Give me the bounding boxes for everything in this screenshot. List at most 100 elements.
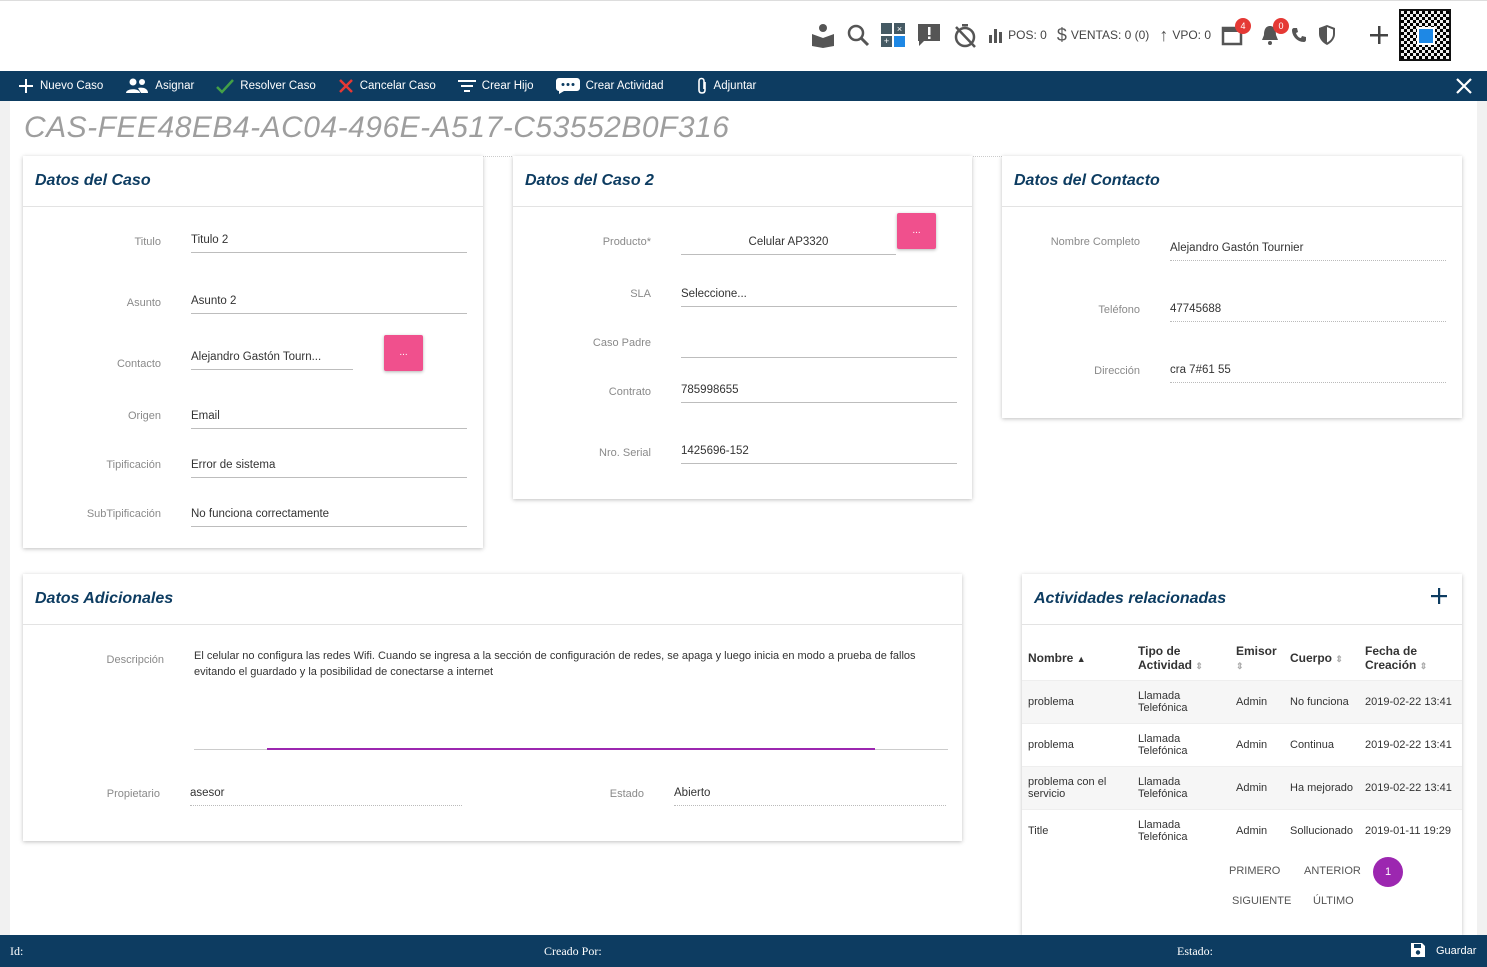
footer-estado-label: Estado:: [1177, 944, 1213, 958]
estado-label: Estado: [609, 788, 644, 800]
close-icon[interactable]: [1455, 77, 1473, 98]
sort-asc-icon: ▲: [1076, 654, 1086, 664]
cell-tipo: Llamada Telefónica: [1132, 680, 1230, 724]
pager-page-current[interactable]: 1: [1373, 857, 1403, 887]
caso-padre-label: Caso Padre: [592, 337, 651, 349]
nuevo-caso-button[interactable]: Nuevo Caso: [18, 78, 103, 94]
crear-hijo-button[interactable]: Crear Hijo: [457, 79, 534, 93]
cell-tipo: Llamada Telefónica: [1132, 766, 1230, 810]
titulo-field[interactable]: Titulo 2: [191, 234, 467, 253]
cell-cuerpo: No funciona: [1284, 680, 1359, 724]
action-bar: Nuevo Caso Asignar Resolver Caso Cancela…: [0, 71, 1487, 101]
cell-nombre: problema: [1022, 723, 1132, 767]
main-content: CAS-FEE48EB4-AC04-496E-A517-C53552B0F316…: [10, 101, 1477, 935]
direccion-label: Dirección: [1094, 365, 1140, 377]
cancelar-caso-button[interactable]: Cancelar Caso: [338, 78, 436, 94]
contrato-field[interactable]: 785998655: [681, 384, 957, 403]
pager-anterior[interactable]: ANTERIOR: [1304, 865, 1361, 877]
actividades-title: Actividades relacionadas: [1022, 574, 1462, 625]
cell-emisor: Admin: [1230, 766, 1284, 810]
sla-select[interactable]: Seleccione...: [681, 288, 957, 307]
datos-adicionales-card: Datos Adicionales Descripción El celular…: [23, 574, 962, 841]
datos-caso-title: Datos del Caso: [23, 156, 483, 207]
check-icon: [216, 79, 235, 94]
pager-siguiente[interactable]: SIGUIENTE: [1232, 895, 1292, 907]
descripcion-textarea[interactable]: El celular no configura las redes Wifi. …: [194, 650, 916, 678]
calendar-badge: 4: [1235, 18, 1251, 34]
col-nombre[interactable]: Nombre ▲: [1028, 651, 1086, 665]
svg-text:+: +: [884, 36, 889, 46]
pager-primero[interactable]: PRIMERO: [1229, 865, 1281, 877]
datos-adicionales-title: Datos Adicionales: [23, 574, 962, 625]
cell-cuerpo: Sollucionado: [1284, 809, 1359, 852]
resolver-caso-label: Resolver Caso: [240, 80, 316, 92]
cell-fecha: 2019-02-22 13:41: [1359, 723, 1462, 767]
contacto-label: Contacto: [116, 358, 161, 370]
calendar-icon[interactable]: 4: [1221, 18, 1251, 46]
producto-lookup-button[interactable]: ...: [897, 213, 936, 249]
estado-value: Abierto: [674, 787, 946, 806]
datos-caso2-card: Datos del Caso 2 Producto* Celular AP332…: [513, 156, 972, 499]
sort-lines-icon: [457, 80, 476, 92]
producto-field[interactable]: Celular AP3320: [681, 236, 896, 255]
add-icon[interactable]: [1369, 25, 1389, 45]
pager-ultimo[interactable]: ÚLTIMO: [1313, 895, 1354, 907]
arrow-up-icon: ↑: [1159, 24, 1169, 45]
tipificacion-field[interactable]: Error de sistema: [191, 459, 467, 478]
propietario-label: Propietario: [106, 788, 160, 800]
origen-field[interactable]: Email: [191, 410, 467, 429]
col-cuerpo[interactable]: Cuerpo ⇕: [1290, 651, 1343, 665]
search-icon[interactable]: [846, 23, 870, 47]
telefono-label: Teléfono: [1098, 304, 1140, 316]
producto-label: Producto*: [602, 236, 651, 248]
table-row[interactable]: problema Llamada Telefónica Admin No fun…: [1022, 680, 1462, 724]
table-row[interactable]: problema Llamada Telefónica Admin Contin…: [1022, 723, 1462, 767]
pos-label: POS: 0: [1008, 28, 1047, 42]
alert-message-icon[interactable]: [916, 22, 942, 48]
asunto-field[interactable]: Asunto 2: [191, 295, 467, 314]
nombre-completo-value: Alejandro Gastón Tournier: [1170, 242, 1446, 261]
propietario-value: asesor: [190, 787, 462, 806]
contacto-lookup-button[interactable]: ...: [384, 335, 423, 371]
datos-contacto-card: Datos del Contacto Nombre Completo Aleja…: [1002, 156, 1462, 418]
qr-code-icon[interactable]: [1399, 9, 1451, 61]
phone-icon[interactable]: [1291, 27, 1307, 43]
guardar-button[interactable]: Guardar: [1436, 945, 1477, 957]
sla-label: SLA: [630, 288, 651, 300]
adjuntar-button[interactable]: Adjuntar: [696, 77, 756, 95]
resolver-caso-button[interactable]: Resolver Caso: [216, 78, 316, 94]
contacto-field[interactable]: Alejandro Gastón Tourn...: [191, 351, 353, 370]
cell-fecha: 2019-02-22 13:41: [1359, 680, 1462, 724]
table-row[interactable]: problema con el servicio Llamada Telefón…: [1022, 766, 1462, 810]
origen-label: Origen: [127, 410, 161, 422]
crear-actividad-button[interactable]: Crear Actividad: [555, 78, 664, 94]
bell-icon[interactable]: 0: [1259, 18, 1289, 46]
table-row[interactable]: Title Llamada Telefónica Admin Sollucion…: [1022, 809, 1462, 852]
nro-serial-field[interactable]: 1425696-152: [681, 445, 957, 464]
top-toolbar: + × POS: 0 $ VENTAS: 0 (0) ↑ VPO: 0 4 0: [810, 9, 1451, 61]
paperclip-icon: [697, 77, 706, 94]
calculator-icon[interactable]: + ×: [880, 22, 906, 48]
col-tipo[interactable]: Tipo de Actividad ⇕: [1138, 644, 1203, 672]
col-fecha[interactable]: Fecha de Creación ⇕: [1365, 644, 1428, 672]
caso-padre-field[interactable]: [681, 337, 957, 358]
timer-off-icon[interactable]: [952, 22, 978, 48]
ventas-label: VENTAS: 0 (0): [1070, 28, 1150, 42]
cell-fecha: 2019-02-22 13:41: [1359, 766, 1462, 810]
cell-cuerpo: Continua: [1284, 723, 1359, 767]
shield-icon[interactable]: [1317, 24, 1337, 46]
notifications-badge: 0: [1273, 18, 1289, 34]
actividades-title-text: Actividades relacionadas: [1034, 590, 1227, 607]
asignar-button[interactable]: Asignar: [125, 78, 194, 94]
descripcion-label: Descripción: [106, 654, 164, 666]
subtipificacion-field[interactable]: No funciona correctamente: [191, 508, 467, 527]
datos-contacto-title: Datos del Contacto: [1002, 156, 1462, 207]
save-icon[interactable]: [1410, 942, 1426, 962]
nuevo-caso-label: Nuevo Caso: [40, 80, 104, 92]
sort-icon: ⇕: [1419, 661, 1428, 671]
bar-chart-icon: [989, 29, 1003, 43]
add-activity-icon[interactable]: [1430, 587, 1448, 610]
col-emisor[interactable]: Emisor ⇕: [1236, 644, 1277, 671]
cell-emisor: Admin: [1230, 680, 1284, 724]
book-reader-icon[interactable]: [810, 22, 836, 48]
